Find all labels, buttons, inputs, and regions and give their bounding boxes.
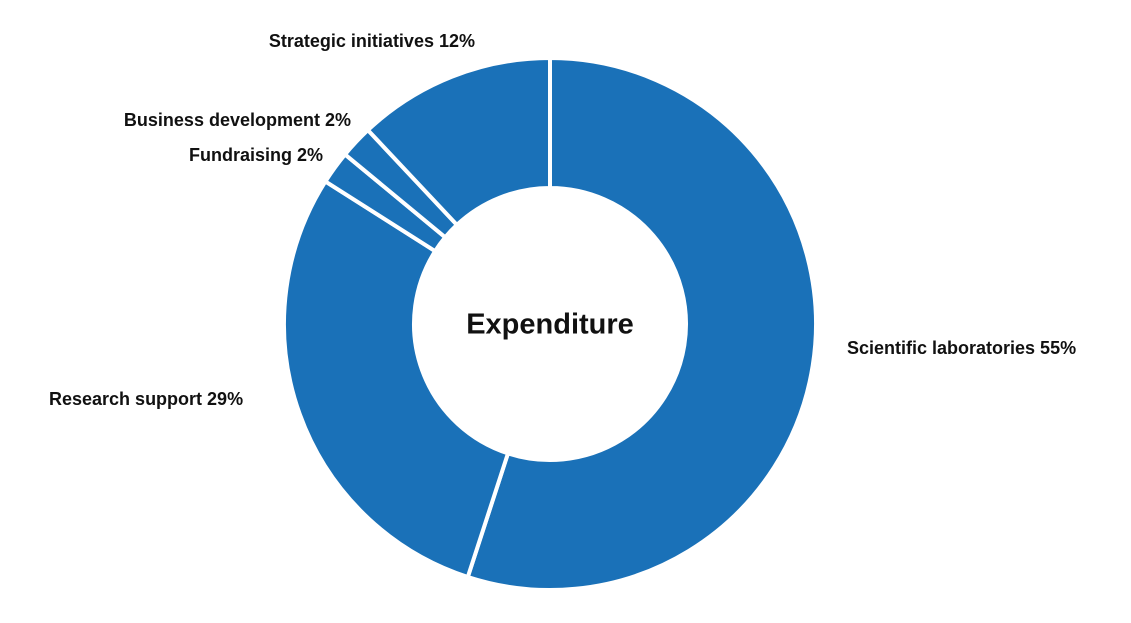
slice-research-support (282, 178, 511, 580)
slices-group (282, 55, 818, 592)
labels-group: Scientific laboratories 55% Research supp… (49, 31, 1076, 409)
slice-label-business-development: Business development 2% (124, 110, 351, 130)
slice-strategic-initiatives (365, 55, 552, 228)
slice-label-scientific-laboratories: Scientific laboratories 55% (847, 338, 1076, 358)
slice-label-fundraising: Fundraising 2% (189, 145, 323, 165)
slice-scientific-laboratories (465, 55, 818, 592)
slice-label-strategic-initiatives: Strategic initiatives 12% (269, 31, 475, 51)
slice-label-research-support: Research support 29% (49, 389, 243, 409)
center-title: Expenditure (466, 309, 634, 341)
